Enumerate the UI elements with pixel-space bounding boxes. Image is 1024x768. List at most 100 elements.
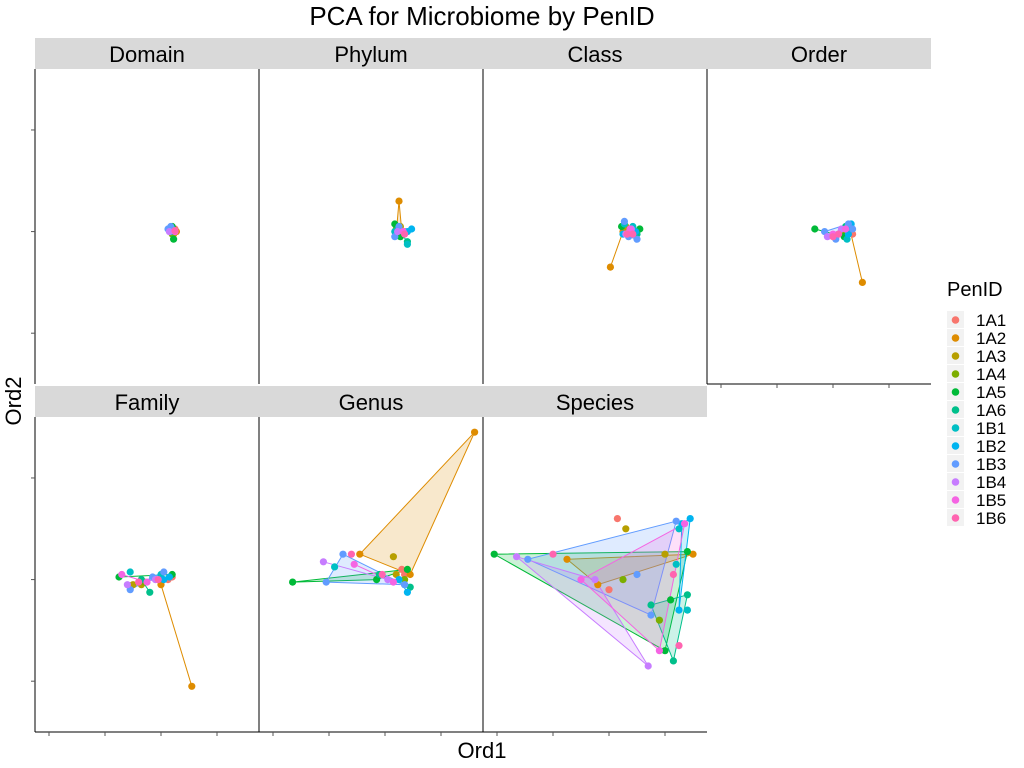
point-1b6 bbox=[829, 233, 837, 241]
point-1b4 bbox=[123, 581, 131, 589]
point-1a5 bbox=[661, 647, 669, 655]
point-1b3 bbox=[633, 235, 641, 243]
point-1b6 bbox=[347, 550, 355, 558]
legend-marker bbox=[951, 424, 960, 432]
strip-family bbox=[35, 386, 259, 417]
point-1a5 bbox=[811, 225, 819, 233]
point-1b6 bbox=[401, 230, 409, 238]
point-1b3 bbox=[401, 581, 409, 589]
point-1b2 bbox=[675, 606, 683, 614]
point-1a2 bbox=[563, 555, 571, 563]
panel-genus: Genus bbox=[258, 386, 483, 736]
point-1a2 bbox=[689, 550, 697, 558]
point-1b6 bbox=[623, 230, 631, 238]
legend-entry-1b3: 1B3 bbox=[947, 455, 1006, 474]
legend-label: 1B5 bbox=[976, 491, 1006, 510]
legend-marker bbox=[951, 388, 960, 396]
point-1b4 bbox=[165, 228, 173, 236]
panel-order: Order bbox=[706, 38, 931, 388]
point-1b2 bbox=[395, 576, 403, 584]
strip-phylum bbox=[259, 38, 483, 69]
plot-area-species bbox=[483, 417, 707, 732]
facet-panels: Domain Phylum Class Order Family Genus Species bbox=[31, 38, 931, 736]
point-1a5 bbox=[289, 578, 297, 586]
hull-1a2 bbox=[565, 553, 694, 586]
legend-entry-1a4: 1A4 bbox=[947, 365, 1006, 384]
point-1b5 bbox=[655, 647, 664, 655]
points-genus bbox=[289, 428, 479, 596]
point-1b6 bbox=[669, 570, 678, 579]
point-1b2 bbox=[165, 573, 173, 581]
point-1a6 bbox=[146, 588, 154, 596]
strip-label-order: Order bbox=[791, 42, 847, 67]
point-1b6 bbox=[154, 576, 162, 584]
point-1b6 bbox=[629, 230, 637, 238]
legend-marker bbox=[951, 316, 960, 324]
point-1a6 bbox=[647, 601, 655, 609]
points-class bbox=[606, 217, 644, 271]
point-1b2 bbox=[160, 576, 168, 584]
legend-entry-1a3: 1A3 bbox=[947, 347, 1006, 366]
legend-label: 1B2 bbox=[976, 437, 1006, 456]
y-axis-label: Ord2 bbox=[1, 377, 26, 426]
point-1a5 bbox=[403, 565, 411, 574]
point-1b1 bbox=[331, 563, 339, 571]
point-1b4 bbox=[513, 553, 521, 561]
legend-label: 1B4 bbox=[976, 473, 1006, 492]
strip-domain bbox=[35, 38, 259, 69]
points-species bbox=[490, 515, 697, 670]
point-1b5 bbox=[350, 560, 358, 568]
point-1a2 bbox=[356, 550, 364, 558]
point-1b4 bbox=[591, 576, 599, 584]
point-1b1 bbox=[672, 560, 680, 568]
point-1a4 bbox=[655, 616, 664, 624]
legend-entry-1b4: 1B4 bbox=[947, 473, 1006, 492]
points-phylum bbox=[391, 197, 416, 248]
panel-family: Family bbox=[31, 386, 259, 736]
point-1b3 bbox=[160, 568, 168, 576]
panel-phylum: Phylum bbox=[258, 38, 483, 384]
legend-entry-1a6: 1A6 bbox=[947, 401, 1006, 420]
point-1a2 bbox=[395, 197, 403, 205]
points-order bbox=[811, 220, 867, 286]
points-family bbox=[115, 568, 196, 690]
point-1a3 bbox=[661, 550, 669, 558]
point-1b4 bbox=[394, 228, 402, 236]
point-1a2 bbox=[606, 263, 615, 271]
point-1b6 bbox=[549, 550, 557, 558]
legend-entry-1b1: 1B1 bbox=[947, 419, 1006, 438]
legend-entry-1a2: 1A2 bbox=[947, 329, 1006, 348]
point-1b5 bbox=[681, 520, 689, 528]
plot-area-phylum bbox=[259, 69, 483, 384]
strip-label-class: Class bbox=[567, 42, 622, 67]
strip-label-family: Family bbox=[115, 390, 180, 415]
point-1a5 bbox=[683, 548, 692, 556]
point-1b5 bbox=[577, 576, 585, 584]
point-1b1 bbox=[683, 606, 692, 614]
legend-entry-1a5: 1A5 bbox=[947, 383, 1006, 402]
legend-marker bbox=[951, 496, 960, 504]
point-1b3 bbox=[849, 225, 857, 233]
legend-label: 1B3 bbox=[976, 455, 1006, 474]
point-1b6 bbox=[171, 227, 179, 235]
point-1a4 bbox=[401, 576, 409, 584]
point-1b5 bbox=[389, 578, 397, 586]
legend-label: 1A6 bbox=[976, 401, 1006, 420]
point-1b3 bbox=[524, 555, 532, 563]
legend-entry-1b5: 1B5 bbox=[947, 491, 1006, 510]
strip-label-phylum: Phylum bbox=[334, 42, 407, 67]
strip-species bbox=[483, 386, 707, 417]
strip-order bbox=[707, 38, 931, 69]
point-1a2 bbox=[858, 278, 867, 286]
hull-1a2 bbox=[358, 431, 476, 576]
point-1b6 bbox=[135, 578, 143, 586]
legend-entry-1a1: 1A1 bbox=[947, 311, 1006, 330]
strip-label-genus: Genus bbox=[339, 390, 404, 415]
legend-label: 1A5 bbox=[976, 383, 1006, 402]
legend-label: 1A1 bbox=[976, 311, 1006, 330]
panel-class: Class bbox=[482, 38, 707, 384]
panel-domain: Domain bbox=[31, 38, 259, 384]
point-1a2 bbox=[188, 682, 196, 690]
point-1b3 bbox=[672, 517, 680, 525]
legend: PenID 1A11A21A31A41A51A61B11B21B31B41B51… bbox=[947, 279, 1006, 528]
